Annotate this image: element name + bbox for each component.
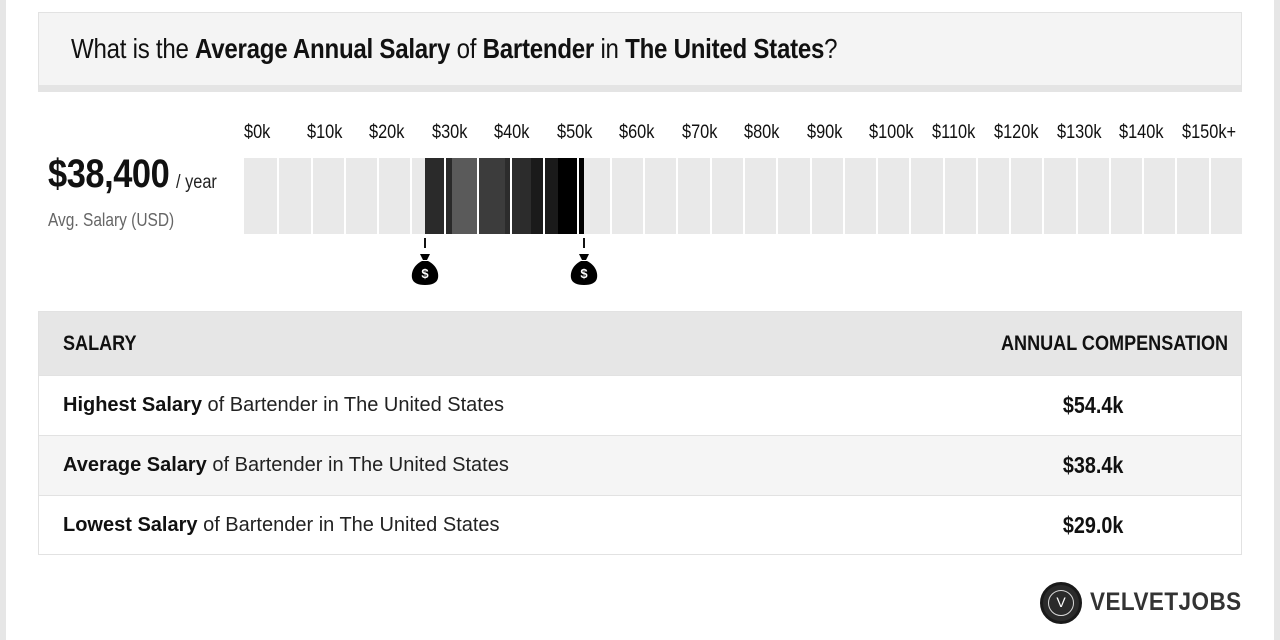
scale-tick-label: $80k — [744, 122, 780, 143]
bar-gridline — [1175, 158, 1178, 234]
row-label: Highest Salary of Bartender in The Unite… — [63, 394, 504, 417]
marker-symbol: $ — [422, 266, 430, 281]
bar-gridline — [1009, 158, 1012, 234]
bar-gridline — [776, 158, 779, 234]
marker-stem — [424, 238, 427, 248]
bar-gridline — [1108, 158, 1111, 234]
row-label: Average Salary of Bartender in The Unite… — [63, 454, 509, 477]
bar-gridline — [576, 158, 579, 234]
bar-gridline — [343, 158, 346, 234]
bar-gridline — [543, 158, 546, 234]
velvetjobs-logo[interactable]: V VELVETJOBS — [1040, 582, 1250, 624]
scale-tick-label: $140k — [1119, 122, 1164, 143]
scale-tick-label: $20k — [369, 122, 405, 143]
row-label-rest: of Bartender in The United States — [206, 454, 509, 476]
table-row-highest: Highest Salary of Bartender in The Unite… — [39, 375, 1241, 435]
row-label: Lowest Salary of Bartender in The United… — [63, 514, 500, 537]
header-salary: SALARY — [63, 332, 137, 355]
logo-mark: V — [1040, 582, 1082, 624]
average-salary-amount: $38,400 — [48, 152, 170, 196]
row-label-bold: Average Salary — [63, 454, 207, 476]
money-bag-icon: $ — [412, 254, 439, 285]
bar-gridline — [443, 158, 446, 234]
scale-tick-label: $50k — [556, 122, 592, 143]
bar-gridline — [1208, 158, 1211, 234]
table-row-average: Average Salary of Bartender in The Unite… — [39, 435, 1241, 495]
title-emphasis-job: Bartender — [482, 33, 595, 64]
scale-tick-label: $60k — [619, 122, 655, 143]
title-part: What is the — [71, 33, 196, 64]
bar-gridline — [377, 158, 380, 234]
salary-period: / year — [176, 172, 217, 193]
salary-range-bar — [244, 158, 1242, 234]
salary-scale-ticks: $0k $10k $20k $30k $40k $50k $60k $70k $80k $90k $… — [244, 122, 1244, 146]
scale-tick-label: $100k — [869, 122, 914, 143]
row-value: $54.4k — [1062, 392, 1123, 418]
bar-gridline — [975, 158, 978, 234]
scale-tick-label: $110k — [931, 122, 975, 143]
scale-tick-label: $150k+ — [1181, 122, 1236, 143]
bar-gridline — [1142, 158, 1145, 234]
scale-tick-label: $90k — [806, 122, 842, 143]
lowest-salary-marker: $ — [405, 238, 445, 290]
title-emphasis-salary: Average Annual Salary — [195, 33, 451, 64]
bar-gridline — [1075, 158, 1078, 234]
title-banner: What is the Average Annual Salary of Bar… — [38, 12, 1242, 92]
salary-range-fill-segment — [478, 158, 506, 234]
bar-gridline — [510, 158, 513, 234]
logo-wordmark: VELVETJOBS — [1090, 588, 1242, 616]
salary-caption: Avg. Salary (USD) — [48, 210, 175, 230]
bar-gridline — [876, 158, 879, 234]
table-header: SALARY ANNUAL COMPENSATION — [39, 312, 1241, 375]
scale-tick-label: $40k — [494, 122, 530, 143]
header-annual-compensation: ANNUAL COMPENSATION — [1001, 332, 1229, 355]
salary-range-fill-segment — [451, 158, 479, 234]
row-label-rest: of Bartender in The United States — [201, 394, 504, 416]
bar-gridline — [410, 158, 413, 234]
salary-range-fill-segment — [557, 158, 585, 234]
bar-gridline — [942, 158, 945, 234]
scale-tick-label: $0k — [244, 122, 271, 143]
row-value: $29.0k — [1062, 512, 1123, 538]
bar-gridline — [743, 158, 745, 234]
marker-symbol: $ — [580, 266, 588, 281]
salary-range-fill-segment — [504, 158, 532, 234]
row-label-bold: Lowest Salary — [63, 514, 198, 536]
salary-table: SALARY ANNUAL COMPENSATION Highest Salar… — [38, 311, 1242, 555]
salary-range-fill-segment — [425, 158, 453, 234]
highest-salary-marker: $ — [564, 238, 604, 290]
row-label-rest: of Bartender in The United States — [197, 514, 500, 536]
marker-stem — [583, 238, 585, 248]
page-frame-left — [0, 0, 6, 640]
bar-gridline — [676, 158, 679, 234]
bar-gridline — [643, 158, 646, 234]
bar-gridline — [609, 158, 612, 234]
bar-gridline — [476, 158, 479, 234]
money-bag-icon: $ — [570, 254, 598, 285]
bar-gridline — [842, 158, 845, 234]
row-value: $38.4k — [1062, 452, 1123, 478]
bar-gridline — [709, 158, 712, 234]
title-part: of — [450, 33, 483, 64]
scale-tick-label: $70k — [681, 122, 717, 143]
title-emphasis-location: The United States — [625, 33, 825, 64]
bar-gridline — [909, 158, 912, 234]
scale-tick-label: $30k — [431, 122, 467, 143]
scale-tick-label: $10k — [306, 122, 342, 143]
title-part: in — [594, 33, 626, 64]
bar-gridline — [310, 158, 313, 234]
title-part: ? — [824, 33, 838, 64]
bar-gridline — [1042, 158, 1045, 234]
bar-gridline — [809, 158, 812, 234]
logo-mark-letter: V — [1048, 590, 1074, 616]
page-title: What is the Average Annual Salary of Bar… — [71, 33, 838, 65]
page-frame-right — [1274, 0, 1280, 640]
scale-tick-label: $120k — [994, 122, 1039, 143]
scale-tick-label: $130k — [1056, 122, 1102, 143]
row-label-bold: Highest Salary — [63, 394, 202, 416]
table-row-lowest: Lowest Salary of Bartender in The United… — [39, 495, 1241, 555]
bar-gridline — [277, 158, 280, 234]
